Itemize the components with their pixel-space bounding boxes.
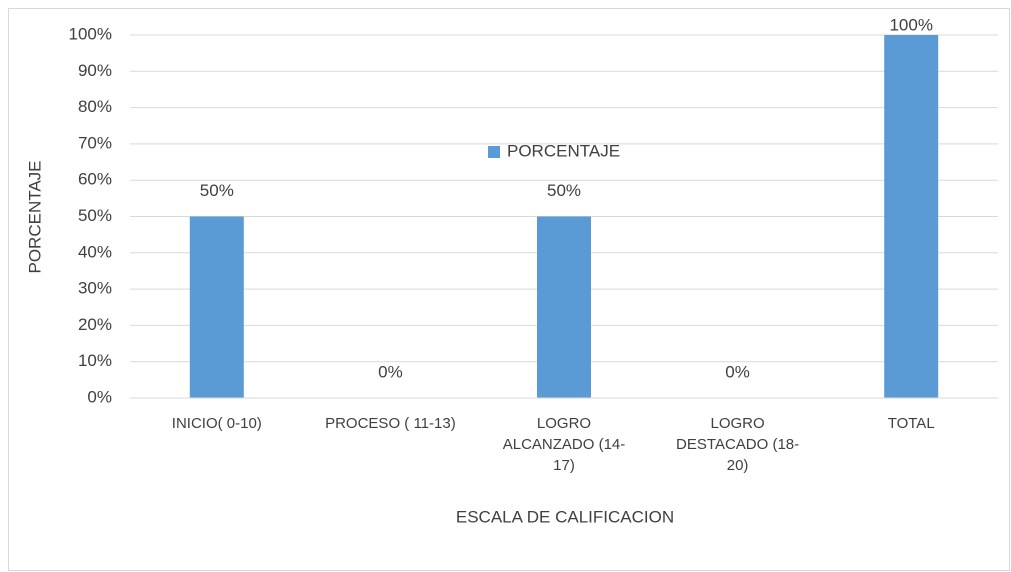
bar	[884, 35, 939, 398]
y-tick-label: 30%	[78, 279, 112, 298]
y-tick-label: 40%	[78, 242, 112, 261]
data-label: 0%	[378, 362, 403, 381]
x-tick-label: LOGRO DESTACADO (18-20)	[676, 415, 800, 474]
x-tick-label: TOTAL	[887, 415, 935, 432]
legend-label: PORCENTAJE	[507, 141, 620, 160]
y-tick-label: 0%	[87, 387, 112, 406]
x-axis-title: ESCALA DE CALIFICACION	[456, 507, 674, 526]
y-tick-label: 20%	[78, 315, 112, 334]
y-tick-label: 70%	[78, 133, 112, 152]
x-tick-label: INICIO( 0-10)	[171, 415, 262, 432]
y-tick-label: 100%	[69, 24, 112, 43]
x-tick-label: PROCESO ( 11-13)	[325, 415, 456, 432]
data-label: 100%	[889, 15, 932, 34]
y-tick-label: 80%	[78, 97, 112, 116]
data-label: 0%	[725, 362, 750, 381]
y-tick-label: 60%	[78, 170, 112, 189]
y-tick-label: 50%	[78, 206, 112, 225]
y-axis-title: PORCENTAJE	[25, 160, 44, 273]
y-tick-label: 90%	[78, 61, 112, 80]
data-label: 50%	[200, 181, 234, 200]
data-label: 50%	[547, 181, 581, 200]
bar	[537, 216, 591, 398]
legend-swatch	[488, 146, 500, 158]
x-tick-label: LOGRO ALCANZADO (14-17)	[502, 415, 626, 474]
bar	[189, 216, 244, 398]
y-tick-label: 10%	[78, 351, 112, 370]
